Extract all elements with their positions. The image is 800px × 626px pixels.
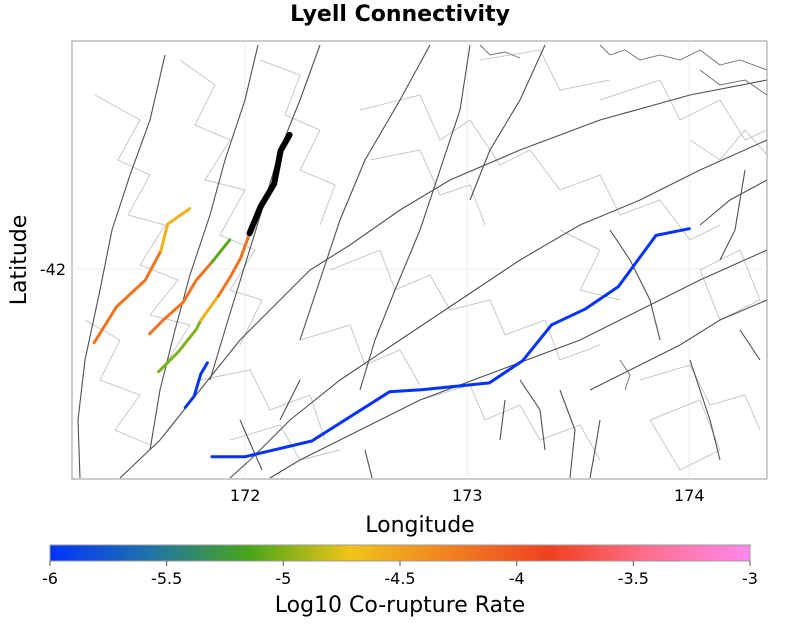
rupture-section <box>199 294 220 322</box>
colorbar-tick-label: -6 <box>42 569 58 588</box>
y-axis-label: Latitude <box>7 215 32 306</box>
rupture-section <box>157 318 203 374</box>
co-rupture-sections <box>92 131 691 459</box>
colorbar-tick-label: -4 <box>509 569 525 588</box>
colorbar-label: Log10 Co-rupture Rate <box>275 593 526 618</box>
colorbar-tick-label: -4.5 <box>384 569 415 588</box>
rupture-section <box>210 227 691 459</box>
x-tick-label: 173 <box>452 486 483 505</box>
source-fault-lyell <box>246 131 293 237</box>
y-tick-label: -42 <box>40 260 66 279</box>
rupture-section <box>183 361 209 409</box>
colorbar-tick-label: -3.5 <box>618 569 649 588</box>
colorbar-tick-label: -3 <box>742 569 758 588</box>
plot-area <box>71 40 768 480</box>
rupture-section <box>159 207 192 253</box>
x-axis-label: Longitude <box>365 513 474 538</box>
colorbar <box>49 544 751 562</box>
colorbar-tick-label: -5 <box>275 569 291 588</box>
x-tick-label: 174 <box>674 486 705 505</box>
chart-title: Lyell Connectivity <box>290 2 510 27</box>
rupture-section <box>217 231 252 298</box>
colorbar-tick-label: -5.5 <box>151 569 182 588</box>
x-tick-label: 172 <box>230 486 261 505</box>
background-fault-network <box>77 44 767 479</box>
rupture-section <box>148 260 214 336</box>
rupture-section <box>210 238 232 264</box>
rupture-section <box>92 249 163 345</box>
